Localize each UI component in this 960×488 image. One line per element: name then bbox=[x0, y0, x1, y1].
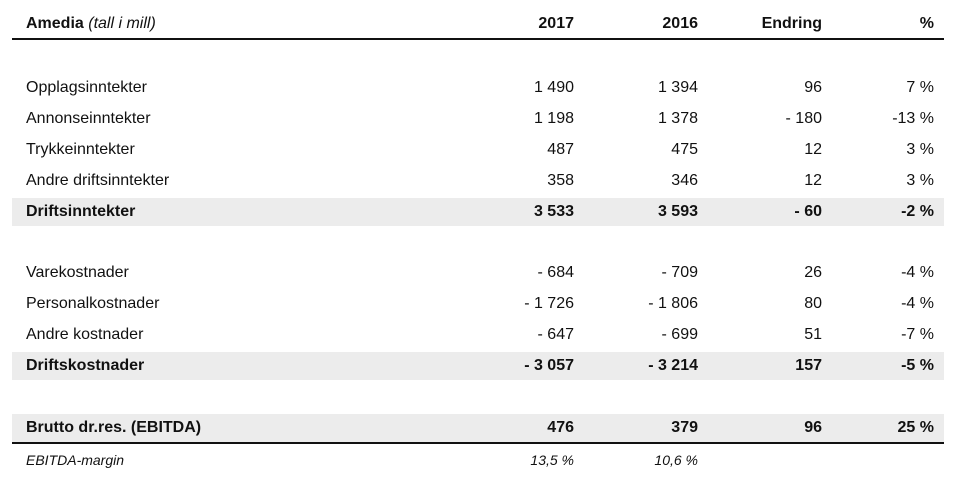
row-label: Andre driftsinntekter bbox=[26, 172, 170, 189]
row-label: Opplagsinntekter bbox=[26, 79, 147, 96]
subtotal-row-revenue: Driftsinntekter 3 533 3 593 - 60 -2 % bbox=[12, 198, 944, 226]
row-value-2016: 3 593 bbox=[657, 203, 698, 220]
margin-row: EBITDA-margin 13,5 % 10,6 % bbox=[12, 446, 944, 474]
row-value-2016: - 3 214 bbox=[648, 357, 698, 374]
row-value-2017: - 3 057 bbox=[524, 357, 574, 374]
header-change: Endring bbox=[761, 15, 822, 32]
row-pct: -4 % bbox=[901, 264, 934, 281]
row-value-2016: - 709 bbox=[661, 264, 698, 281]
row-value-2016: 1 394 bbox=[657, 79, 698, 96]
table-row: Andre kostnader - 647 - 699 51 -7 % bbox=[12, 321, 944, 349]
row-change: 80 bbox=[804, 295, 822, 312]
table-row: Trykkeinntekter 487 475 12 3 % bbox=[12, 136, 944, 164]
row-label: Driftskostnader bbox=[26, 357, 145, 374]
table-row: Andre driftsinntekter 358 346 12 3 % bbox=[12, 167, 944, 195]
row-value-2016: 475 bbox=[671, 141, 698, 158]
row-value-2016: 10,6 % bbox=[654, 452, 698, 468]
row-change: 51 bbox=[804, 326, 822, 343]
row-change: 96 bbox=[804, 419, 822, 436]
table-row: Varekostnader - 684 - 709 26 -4 % bbox=[12, 259, 944, 287]
row-value-2017: 487 bbox=[547, 141, 574, 158]
row-label: Trykkeinntekter bbox=[26, 141, 135, 158]
row-pct: 7 % bbox=[906, 79, 934, 96]
row-value-2017: 1 490 bbox=[533, 79, 574, 96]
row-value-2017: 1 198 bbox=[533, 110, 574, 127]
row-change: - 180 bbox=[785, 110, 822, 127]
header-2017: 2017 bbox=[538, 15, 574, 32]
row-pct: -4 % bbox=[901, 295, 934, 312]
row-pct: 3 % bbox=[906, 172, 934, 189]
row-pct: -13 % bbox=[892, 110, 934, 127]
row-label: EBITDA-margin bbox=[26, 452, 125, 468]
table-row: Opplagsinntekter 1 490 1 394 96 7 % bbox=[12, 74, 944, 102]
row-value-2016: - 1 806 bbox=[648, 295, 698, 312]
row-pct: -2 % bbox=[901, 203, 934, 220]
total-row-ebitda: Brutto dr.res. (EBITDA) 476 379 96 25 % bbox=[12, 414, 944, 444]
table-header: Amedia (tall i mill) 2017 2016 Endring % bbox=[12, 10, 944, 40]
row-value-2017: - 1 726 bbox=[524, 295, 574, 312]
row-value-2016: 1 378 bbox=[657, 110, 698, 127]
row-pct: -7 % bbox=[901, 326, 934, 343]
row-pct: 25 % bbox=[897, 419, 934, 436]
row-value-2017: - 684 bbox=[537, 264, 574, 281]
table-row: Annonseinntekter 1 198 1 378 - 180 -13 % bbox=[12, 105, 944, 133]
row-change: 12 bbox=[804, 172, 822, 189]
row-change: 96 bbox=[804, 79, 822, 96]
row-value-2016: 346 bbox=[671, 172, 698, 189]
header-pct: % bbox=[919, 15, 934, 32]
row-change: - 60 bbox=[794, 203, 822, 220]
row-label: Brutto dr.res. (EBITDA) bbox=[26, 419, 202, 436]
row-label: Annonseinntekter bbox=[26, 110, 151, 127]
row-label: Andre kostnader bbox=[26, 326, 144, 343]
row-value-2017: 476 bbox=[547, 419, 574, 436]
row-value-2017: 358 bbox=[547, 172, 574, 189]
row-value-2016: - 699 bbox=[661, 326, 698, 343]
row-change: 26 bbox=[804, 264, 822, 281]
row-label: Personalkostnader bbox=[26, 295, 160, 312]
row-label: Varekostnader bbox=[26, 264, 129, 281]
row-value-2016: 379 bbox=[671, 419, 698, 436]
row-change: 157 bbox=[795, 357, 822, 374]
subtotal-row-costs: Driftskostnader - 3 057 - 3 214 157 -5 % bbox=[12, 352, 944, 380]
header-2016: 2016 bbox=[662, 15, 698, 32]
row-value-2017: 13,5 % bbox=[530, 452, 574, 468]
row-change: 12 bbox=[804, 141, 822, 158]
row-pct: -5 % bbox=[901, 357, 934, 374]
row-pct: 3 % bbox=[906, 141, 934, 158]
row-label: Driftsinntekter bbox=[26, 203, 136, 220]
header-title: Amedia (tall i mill) bbox=[26, 15, 156, 32]
row-value-2017: - 647 bbox=[537, 326, 574, 343]
row-value-2017: 3 533 bbox=[533, 203, 574, 220]
table-row: Personalkostnader - 1 726 - 1 806 80 -4 … bbox=[12, 290, 944, 318]
